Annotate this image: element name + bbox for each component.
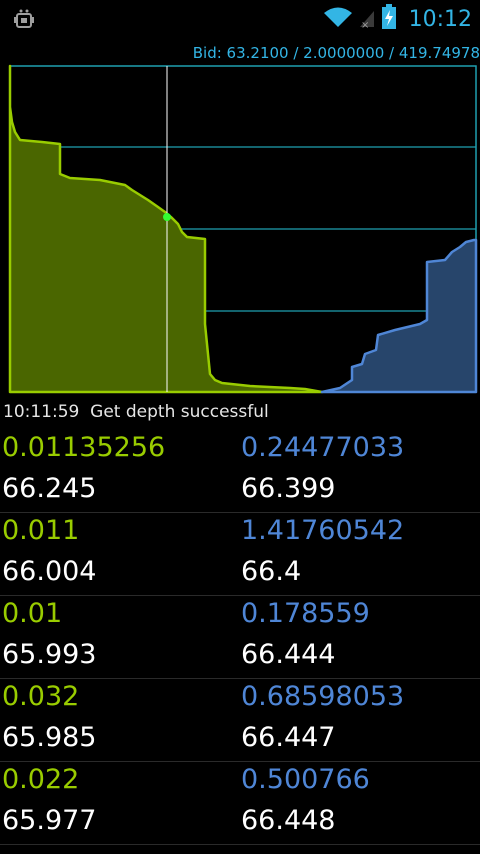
- ask-price: 66.444: [241, 639, 336, 670]
- bid-price: 65.977: [2, 805, 97, 836]
- ask-price: 66.448: [241, 805, 336, 836]
- bid-info: Bid: 63.2100 / 2.0000000 / 419.74978: [192, 44, 480, 62]
- bid-price: 65.985: [2, 722, 97, 753]
- status-bar: × 10:12: [0, 0, 480, 38]
- bid-amount: 0.01: [2, 598, 63, 629]
- ask-amount: 0.178559: [241, 598, 370, 629]
- bid-price: 66.004: [2, 556, 97, 587]
- ask-amount: 0.24477033: [241, 432, 405, 463]
- depth-chart[interactable]: [0, 62, 480, 396]
- bid-price: 65.993: [2, 639, 97, 670]
- bid-price: 66.245: [2, 473, 97, 504]
- wifi-icon: [323, 5, 353, 33]
- order-row[interactable]: 0.022 65.977 0.500766 66.448: [0, 762, 480, 845]
- depth-status: 10:11:59 Get depth successful: [3, 402, 269, 422]
- bid-amount: 0.022: [2, 764, 80, 795]
- order-row[interactable]: 0.01135256 66.245 0.24477033 66.399: [0, 430, 480, 513]
- android-debug-icon: [12, 7, 36, 35]
- order-row[interactable]: 0.032 65.985 0.68598053 66.447: [0, 679, 480, 762]
- ask-price: 66.399: [241, 473, 336, 504]
- no-signal-icon: ×: [359, 5, 375, 33]
- ask-price: 66.4: [241, 556, 302, 587]
- bid-amount: 0.011: [2, 515, 80, 546]
- order-row[interactable]: 0.01 65.993 0.178559 66.444: [0, 596, 480, 679]
- bid-amount: 0.01135256: [2, 432, 166, 463]
- order-book: 0.01135256 66.245 0.24477033 66.399 0.01…: [0, 430, 480, 845]
- crosshair-marker: [163, 213, 171, 221]
- clock: 10:12: [408, 6, 472, 32]
- ask-amount: 1.41760542: [241, 515, 405, 546]
- ask-amount: 0.500766: [241, 764, 370, 795]
- svg-text:×: ×: [361, 20, 369, 29]
- ask-price: 66.447: [241, 722, 336, 753]
- battery-charging-icon: [381, 4, 397, 34]
- ask-amount: 0.68598053: [241, 681, 405, 712]
- bid-amount: 0.032: [2, 681, 80, 712]
- order-row[interactable]: 0.011 66.004 1.41760542 66.4: [0, 513, 480, 596]
- ask-depth-area: [320, 238, 478, 394]
